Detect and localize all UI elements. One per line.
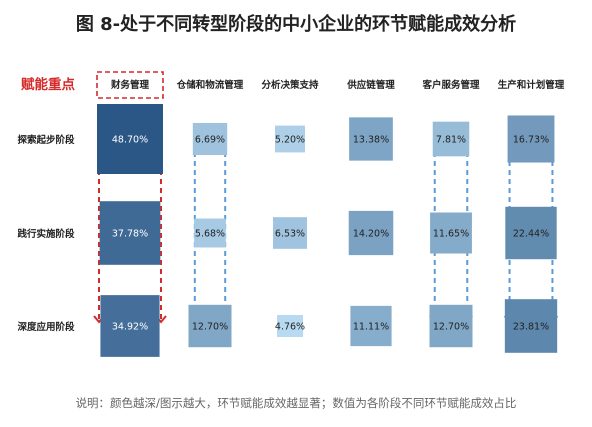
- value-label-r1-c2: 6.69%: [195, 135, 225, 146]
- arrow-layer: [93, 143, 559, 324]
- row-label-1: 探索起步阶段: [17, 134, 75, 146]
- column-header-2: 仓储和物流管理: [176, 79, 244, 91]
- value-label-r3-c5: 12.70%: [433, 322, 469, 333]
- column-header-5: 客户服务管理: [421, 79, 480, 91]
- value-label-r2-c3: 6.53%: [275, 229, 305, 240]
- value-label-r2-c6: 22.44%: [513, 229, 549, 240]
- value-label-r1-c3: 5.20%: [275, 135, 305, 146]
- value-label-r2-c4: 14.20%: [353, 229, 389, 240]
- cell-r2-c3: [272, 217, 308, 249]
- header-row: 赋能重点 财务管理 仓储和物流管理 分析决策支持 供应链管理 客户服务管理 生产和计划管理: [21, 71, 565, 99]
- cell-r2-c2: [194, 218, 226, 248]
- column-header-6: 生产和计划管理: [498, 79, 565, 91]
- chart-caption: 说明：颜色越深/图示越大，环节赋能成效越显著；数值为各阶段不同环节赋能成效占比: [75, 396, 517, 410]
- cell-r1-c1: [97, 104, 163, 174]
- cell-r1-c3: [274, 125, 306, 153]
- column-header-4: 供应链管理: [346, 79, 395, 91]
- value-label-r2-c5: 11.65%: [433, 229, 469, 240]
- cell-r2-c6: [505, 206, 557, 260]
- value-label-r2-c1: 37.78%: [112, 229, 148, 240]
- cell-r3-c1: [100, 295, 160, 357]
- value-label-r3-c6: 23.81%: [513, 322, 549, 333]
- value-label-r3-c4: 11.11%: [353, 322, 389, 333]
- value-label-r3-c2: 12.70%: [192, 322, 228, 333]
- row-label-3: 深度应用阶段: [17, 321, 75, 333]
- cell-r3-c4: [350, 305, 392, 347]
- value-label-r2-c2: 5.68%: [195, 229, 225, 240]
- cell-layer: 48.70% 6.69% 5.20% 13.38% 7.81% 16.73% 37.78% 5…: [97, 104, 558, 357]
- cell-r2-c1: [99, 201, 161, 265]
- cell-r1-c2: [192, 122, 228, 156]
- cell-r3-c6: [504, 299, 558, 353]
- cell-r3-c5: [429, 304, 473, 348]
- focus-column-box: [96, 71, 164, 99]
- cell-r3-c2: [188, 304, 232, 348]
- value-label-r3-c1: 34.92%: [112, 322, 148, 333]
- cell-r2-c5: [430, 212, 472, 254]
- value-label-r1-c4: 13.38%: [353, 135, 389, 146]
- row-label-2: 践行实施阶段: [17, 228, 75, 240]
- column-header-3: 分析决策支持: [261, 79, 319, 91]
- column-header-1: 财务管理: [110, 79, 150, 91]
- chart-title: 图 8-处于不同转型阶段的中小企业的环节赋能成效分析: [75, 14, 517, 35]
- value-label-r3-c3: 4.76%: [275, 322, 305, 333]
- cell-r1-c6: [507, 115, 555, 163]
- cell-r2-c4: [348, 210, 394, 256]
- value-label-r1-c1: 48.70%: [112, 135, 148, 146]
- focus-label: 赋能重点: [21, 76, 75, 93]
- cell-r3-c3: [277, 315, 303, 337]
- cell-r1-c4: [349, 117, 393, 161]
- value-label-r1-c5: 7.81%: [436, 135, 466, 146]
- cell-r1-c5: [432, 121, 470, 157]
- value-label-r1-c6: 16.73%: [513, 135, 549, 146]
